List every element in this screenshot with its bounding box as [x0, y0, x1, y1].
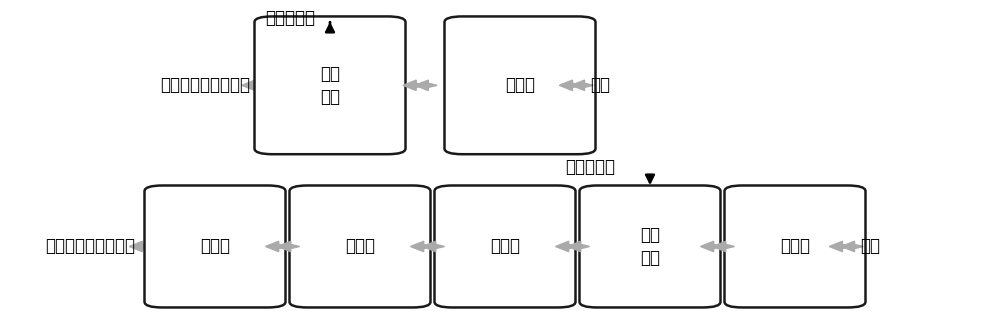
Polygon shape — [713, 241, 735, 252]
Polygon shape — [829, 241, 851, 252]
Text: 单过硫酸盐: 单过硫酸盐 — [265, 9, 315, 27]
Polygon shape — [242, 80, 264, 90]
FancyBboxPatch shape — [254, 16, 406, 154]
FancyBboxPatch shape — [290, 185, 430, 307]
Polygon shape — [556, 241, 578, 252]
Polygon shape — [411, 241, 432, 252]
Text: 沉淀池: 沉淀池 — [490, 238, 520, 255]
Polygon shape — [141, 241, 163, 252]
Polygon shape — [278, 241, 300, 252]
Polygon shape — [700, 241, 722, 252]
FancyBboxPatch shape — [580, 185, 720, 307]
Polygon shape — [568, 241, 590, 252]
Text: 混合池: 混合池 — [200, 238, 230, 255]
Text: 含有机污染物地表水: 含有机污染物地表水 — [45, 238, 135, 255]
Polygon shape — [415, 80, 437, 90]
Text: 出水: 出水 — [590, 76, 610, 94]
Text: 单过硫酸盐: 单过硫酸盐 — [565, 158, 615, 176]
Text: 出水: 出水 — [860, 238, 880, 255]
FancyBboxPatch shape — [444, 16, 596, 154]
Text: 清水池: 清水池 — [505, 76, 535, 94]
FancyBboxPatch shape — [145, 185, 286, 307]
Polygon shape — [423, 241, 445, 252]
Text: 锰砂
滤池: 锰砂 滤池 — [320, 64, 340, 106]
Polygon shape — [403, 80, 425, 90]
Text: 含有机污染物地下水: 含有机污染物地下水 — [160, 76, 250, 94]
Text: 锰砂
滤池: 锰砂 滤池 — [640, 226, 660, 267]
Text: 清水池: 清水池 — [780, 238, 810, 255]
Polygon shape — [129, 241, 151, 252]
Polygon shape — [571, 80, 593, 90]
FancyBboxPatch shape — [724, 185, 866, 307]
Polygon shape — [254, 80, 276, 90]
Polygon shape — [559, 80, 581, 90]
Polygon shape — [265, 241, 288, 252]
Polygon shape — [841, 241, 863, 252]
Text: 絮凝池: 絮凝池 — [345, 238, 375, 255]
FancyBboxPatch shape — [434, 185, 576, 307]
